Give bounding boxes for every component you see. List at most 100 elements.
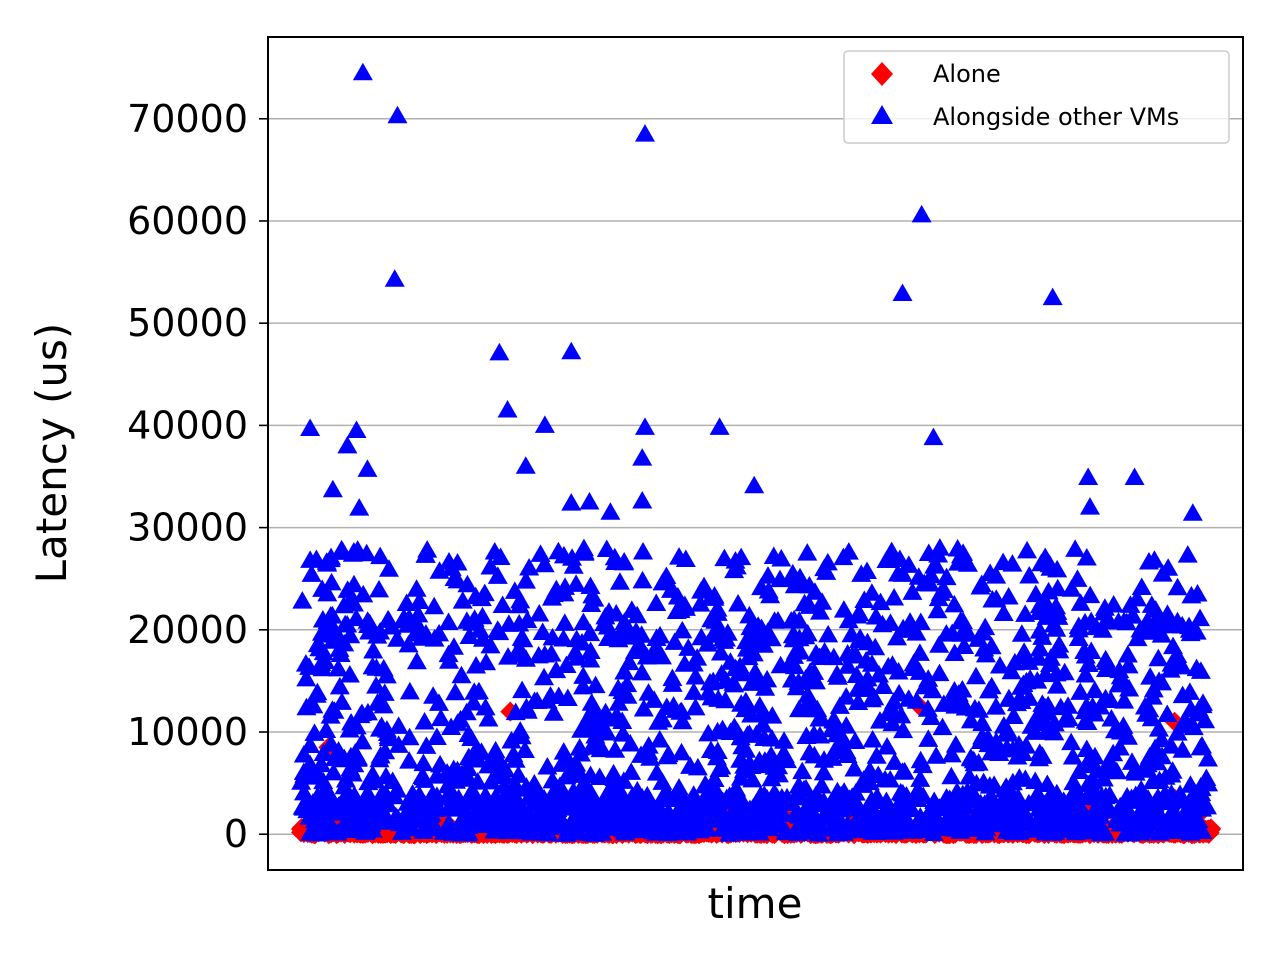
data-point-alongside bbox=[865, 822, 886, 841]
data-point-alongside bbox=[378, 610, 399, 628]
data-point-alongside bbox=[1148, 648, 1169, 667]
data-point-alongside bbox=[678, 638, 699, 656]
data-point-alongside bbox=[515, 649, 536, 667]
data-point-alongside bbox=[910, 750, 931, 769]
data-point-alongside bbox=[997, 720, 1018, 739]
data-point-alongside bbox=[566, 574, 587, 592]
data-point-alongside bbox=[833, 547, 854, 566]
data-point-alongside bbox=[800, 794, 821, 812]
data-point-alongside bbox=[1149, 770, 1170, 789]
data-point-alongside bbox=[1101, 709, 1122, 727]
data-point-alongside bbox=[397, 615, 418, 633]
data-point-alongside bbox=[1159, 814, 1180, 832]
data-point-alongside bbox=[1074, 612, 1095, 631]
data-point-alongside bbox=[589, 816, 610, 835]
data-point-alongside bbox=[1178, 801, 1199, 819]
data-point-alongside bbox=[430, 754, 451, 773]
y-axis: 0 10000 20000 30000 40000 50000 60000 70000 bbox=[127, 97, 268, 856]
data-point-alongside bbox=[771, 548, 792, 567]
data-point-alongside bbox=[329, 676, 350, 695]
data-point-alongside bbox=[458, 724, 479, 743]
data-point-alongside bbox=[656, 697, 677, 715]
data-point-alongside bbox=[422, 787, 443, 806]
data-point-alongside bbox=[1118, 655, 1139, 674]
data-point-alongside bbox=[414, 711, 435, 730]
data-point-alongside bbox=[1061, 732, 1082, 751]
data-point-alongside bbox=[466, 739, 487, 757]
data-point-alongside bbox=[1161, 764, 1182, 783]
data-point-alongside bbox=[600, 502, 621, 520]
data-point-alongside bbox=[321, 547, 342, 566]
data-point-alongside bbox=[960, 710, 981, 729]
data-point-alongside bbox=[346, 420, 367, 439]
data-point-alongside bbox=[1145, 738, 1166, 757]
data-point-alongside bbox=[373, 658, 394, 677]
data-point-alongside bbox=[760, 585, 781, 604]
data-point-alongside bbox=[1152, 672, 1173, 691]
data-point-alongside bbox=[633, 699, 654, 717]
data-point-alongside bbox=[685, 667, 706, 685]
data-point-alongside bbox=[697, 819, 718, 837]
data-point-alongside bbox=[804, 745, 825, 764]
y-tick-label: 60000 bbox=[127, 199, 248, 243]
data-point-alongside bbox=[358, 772, 379, 791]
data-point-alongside bbox=[323, 762, 344, 781]
data-point-alongside bbox=[568, 762, 589, 781]
data-point-alongside bbox=[927, 600, 948, 619]
data-point-alongside bbox=[1102, 761, 1123, 779]
data-point-alongside bbox=[906, 623, 927, 641]
data-point-alongside bbox=[705, 785, 726, 803]
data-point-alongside bbox=[497, 400, 518, 418]
data-point-alongside bbox=[370, 546, 391, 565]
data-point-alongside bbox=[845, 731, 866, 750]
data-point-alongside bbox=[877, 736, 898, 755]
data-point-alongside bbox=[929, 798, 950, 816]
data-point-alongside bbox=[465, 586, 486, 605]
data-point-alongside bbox=[887, 627, 908, 646]
data-point-alongside bbox=[480, 635, 501, 654]
data-point-alongside bbox=[744, 475, 765, 494]
data-point-alongside bbox=[1090, 823, 1111, 842]
data-point-alongside bbox=[851, 564, 872, 582]
data-point-alongside bbox=[603, 763, 624, 782]
data-point-alongside bbox=[837, 656, 858, 674]
data-point-alongside bbox=[492, 595, 513, 613]
data-point-alongside bbox=[707, 741, 728, 759]
data-point-alongside bbox=[918, 669, 939, 687]
data-point-alongside bbox=[1108, 674, 1129, 693]
data-point-alongside bbox=[858, 679, 879, 697]
data-point-alongside bbox=[1044, 815, 1065, 834]
data-point-alongside bbox=[1167, 611, 1188, 630]
data-point-alongside bbox=[384, 269, 405, 287]
data-point-alongside bbox=[312, 610, 333, 628]
data-point-alongside bbox=[656, 784, 677, 802]
data-point-alongside bbox=[751, 618, 772, 637]
data-point-alongside bbox=[534, 554, 555, 573]
data-point-alongside bbox=[1180, 823, 1201, 841]
data-point-alongside bbox=[739, 605, 760, 624]
data-point-alongside bbox=[764, 611, 785, 629]
data-point-alongside bbox=[961, 748, 982, 767]
data-point-alongside bbox=[515, 571, 536, 589]
data-point-alongside bbox=[859, 772, 880, 791]
data-point-alongside bbox=[313, 743, 334, 761]
data-point-alongside bbox=[845, 645, 866, 663]
data-point-alongside bbox=[481, 771, 502, 790]
data-point-alongside bbox=[1025, 771, 1046, 790]
data-point-alongside bbox=[687, 648, 708, 666]
data-point-alongside bbox=[437, 775, 458, 794]
data-point-alongside bbox=[441, 558, 462, 576]
data-point-alongside bbox=[458, 792, 479, 811]
data-point-alongside bbox=[298, 762, 319, 781]
data-point-alongside bbox=[376, 766, 397, 785]
data-point-alongside bbox=[332, 791, 353, 810]
data-point-alongside bbox=[480, 557, 501, 575]
data-point-alongside bbox=[918, 729, 939, 747]
data-point-alongside bbox=[534, 415, 555, 433]
data-point-alongside bbox=[823, 647, 844, 666]
data-point-alongside bbox=[556, 655, 577, 673]
data-point-alongside bbox=[870, 592, 891, 611]
data-point-alongside bbox=[534, 667, 555, 686]
data-point-alongside bbox=[757, 566, 778, 584]
